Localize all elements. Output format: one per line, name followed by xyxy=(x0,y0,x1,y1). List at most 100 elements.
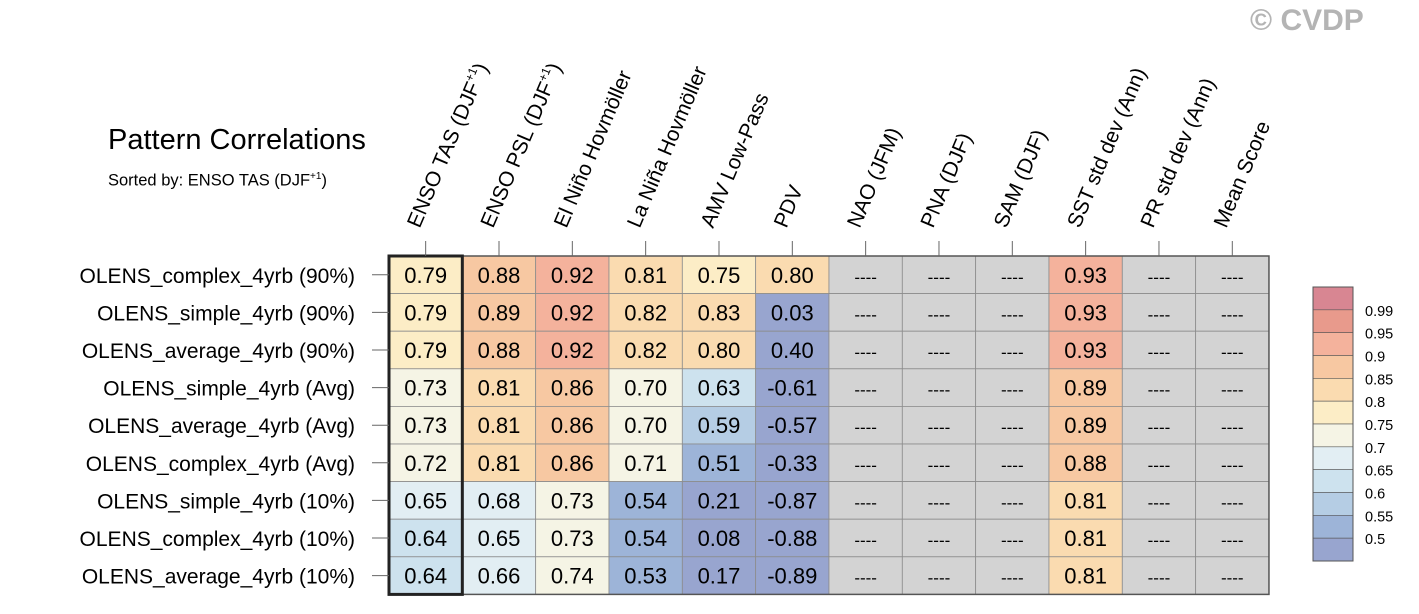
heatmap-cell xyxy=(901,255,977,294)
heatmap-cell xyxy=(755,518,830,558)
cell-value-label: ---- xyxy=(1221,268,1244,287)
cell-value-label: 0.70 xyxy=(624,376,667,401)
cell-value-label: ---- xyxy=(1148,418,1171,437)
heatmap-cell xyxy=(535,443,610,482)
cell-value-label: ---- xyxy=(1001,343,1024,362)
cell-value-label: ---- xyxy=(928,418,951,437)
cell-value-label: 0.82 xyxy=(624,300,667,325)
heatmap-cell xyxy=(1195,368,1270,407)
cell-value-label: 0.54 xyxy=(624,526,667,551)
heatmap-cell xyxy=(1121,293,1197,332)
cell-value-label: 0.03 xyxy=(771,300,814,325)
heatmap-cell xyxy=(1121,518,1197,558)
cell-value-label: 0.81 xyxy=(1064,526,1107,551)
cell-value-label: ---- xyxy=(854,305,877,324)
heatmap-cell xyxy=(755,481,830,520)
colorbar-swatch xyxy=(1312,446,1354,470)
cell-value-label: -0.57 xyxy=(767,413,817,438)
cell-value-label: ---- xyxy=(1001,456,1024,475)
cell-value-label: 0.82 xyxy=(624,338,667,363)
heatmap-cell xyxy=(901,443,977,482)
chart-subtitle: Sorted by: ENSO TAS (DJF+1) xyxy=(108,171,327,191)
heatmap-cell xyxy=(388,481,463,520)
heatmap-cell xyxy=(681,405,757,445)
cell-value-label: ---- xyxy=(1001,418,1024,437)
heatmap-cell xyxy=(608,368,683,407)
cell-value-label: 0.86 xyxy=(551,376,594,401)
column-label: ENSO TAS (DJF+1) xyxy=(401,59,493,231)
cell-value-label: ---- xyxy=(1148,493,1171,512)
cell-value-label: 0.72 xyxy=(404,451,447,476)
column-label: PNA (DJF) xyxy=(916,130,976,231)
cell-value-label: 0.81 xyxy=(624,263,667,288)
heatmap-cell xyxy=(975,293,1050,332)
cell-value-label: 0.75 xyxy=(698,263,741,288)
heatmap-cell xyxy=(828,518,903,558)
cell-value-label: 0.66 xyxy=(478,564,521,589)
cell-value-label: 0.54 xyxy=(624,488,667,513)
column-label: SAM (DJF) xyxy=(990,126,1052,231)
heatmap-cell xyxy=(1195,330,1270,370)
heatmap-cell xyxy=(901,368,977,407)
heatmap-cell xyxy=(1195,293,1270,332)
colorbar-tick-label: 0.75 xyxy=(1365,418,1393,434)
cell-value-label: ---- xyxy=(1148,531,1171,550)
cell-value-label: 0.89 xyxy=(478,300,521,325)
heatmap-cell xyxy=(608,330,683,370)
cell-value-label: 0.80 xyxy=(771,263,814,288)
heatmap-cell xyxy=(608,518,683,558)
cell-value-label: 0.86 xyxy=(551,451,594,476)
cell-value-label: 0.93 xyxy=(1064,300,1107,325)
heatmap-cell xyxy=(901,518,977,558)
column-label: Mean Score xyxy=(1210,118,1275,231)
cell-value-label: 0.89 xyxy=(1064,413,1107,438)
heatmap-cell xyxy=(1195,556,1270,595)
heatmap-cell xyxy=(388,293,463,332)
cell-value-label: 0.79 xyxy=(404,338,447,363)
heatmap-cell xyxy=(608,255,683,294)
heatmap-cell xyxy=(901,556,977,595)
colorbar-border xyxy=(1312,286,1354,562)
row-label: OLENS_complex_4yrb (90%) xyxy=(80,265,355,288)
cell-value-label: 0.17 xyxy=(698,564,741,589)
heatmap-cell xyxy=(461,481,537,520)
cell-value-label: ---- xyxy=(1148,456,1171,475)
colorbar-tick-label: 0.55 xyxy=(1365,509,1393,525)
cell-value-label: ---- xyxy=(1221,531,1244,550)
colorbar-swatch xyxy=(1312,309,1354,333)
cell-value-label: ---- xyxy=(854,343,877,362)
heatmap-cell xyxy=(755,556,830,595)
heatmap-cell xyxy=(1048,255,1123,294)
heatmap-cell xyxy=(608,405,683,445)
cell-value-label: ---- xyxy=(1001,268,1024,287)
cell-value-label: 0.65 xyxy=(478,526,521,551)
cell-value-label: 0.63 xyxy=(698,376,741,401)
heatmap-cell xyxy=(681,556,757,595)
heatmap-cell xyxy=(1195,518,1270,558)
cell-value-label: ---- xyxy=(1148,381,1171,400)
heatmap-cell xyxy=(755,293,830,332)
cell-value-label: 0.40 xyxy=(771,338,814,363)
cell-value-label: ---- xyxy=(854,531,877,550)
cell-value-label: ---- xyxy=(1148,268,1171,287)
column-label: La Niña Hovmöller xyxy=(623,63,712,231)
colorbar-swatch xyxy=(1312,537,1354,562)
row-label: OLENS_average_4yrb (10%) xyxy=(82,566,355,589)
heatmap-cell xyxy=(1195,481,1270,520)
column-label: PR std dev (Ann) xyxy=(1136,75,1220,231)
cell-value-label: -0.89 xyxy=(767,564,817,589)
heatmap-cell xyxy=(535,556,610,595)
heatmap-cell xyxy=(1195,405,1270,445)
cell-value-label: ---- xyxy=(1001,305,1024,324)
cell-value-label: ---- xyxy=(928,381,951,400)
colorbar-swatch xyxy=(1312,469,1354,493)
cell-value-label: 0.81 xyxy=(1064,488,1107,513)
row-label: OLENS_average_4yrb (90%) xyxy=(82,340,355,363)
colorbar-swatch xyxy=(1312,423,1354,448)
chart-title: Pattern Correlations xyxy=(108,124,366,156)
row-label: OLENS_complex_4yrb (10%) xyxy=(80,528,355,551)
heatmap-cell xyxy=(535,481,610,520)
heatmap-cell xyxy=(461,368,537,407)
cell-value-label: 0.93 xyxy=(1064,263,1107,288)
heatmap-cell xyxy=(828,330,903,370)
